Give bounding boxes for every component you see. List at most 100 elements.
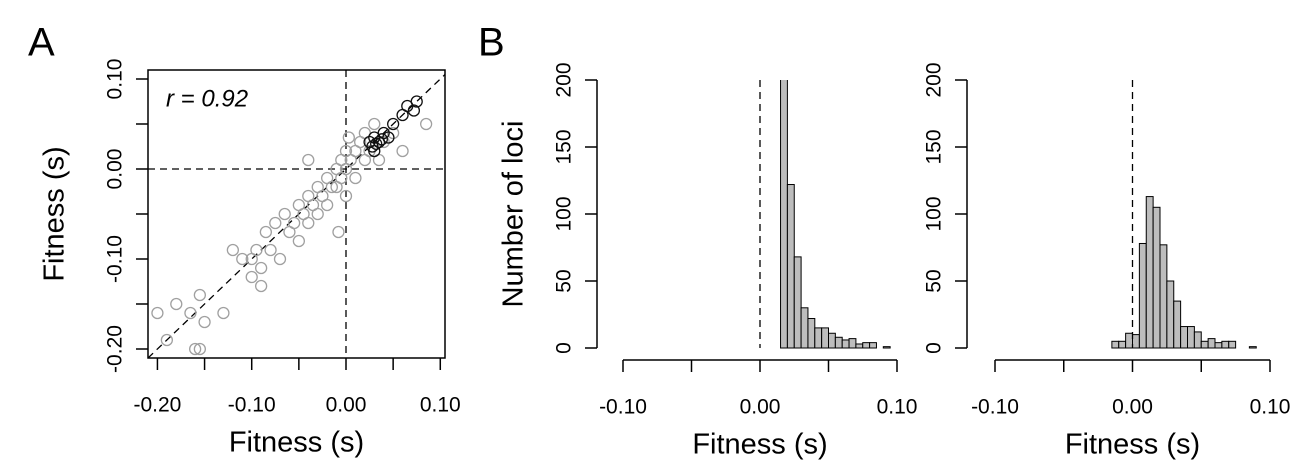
point [254, 261, 268, 275]
bar [1125, 332, 1133, 349]
y-tick-label: 100 [553, 196, 576, 231]
plot-area [148, 70, 445, 359]
bar [1248, 346, 1257, 349]
panel-label: B [478, 21, 505, 65]
point [332, 225, 345, 239]
point [386, 117, 400, 131]
y-tick-label: 0 [553, 342, 576, 354]
bar [1166, 280, 1175, 349]
bar [807, 318, 816, 349]
point [184, 306, 197, 320]
bar [1180, 326, 1188, 349]
y-tick-label: 50 [553, 269, 576, 292]
bar [786, 184, 795, 349]
panel: -0.10 0.00 0.10 Fitness (s) 0 50 100 150 200 [923, 62, 1291, 460]
bar [1173, 300, 1182, 349]
y-axis-label: Number of loci [498, 121, 530, 308]
x-tick-label: -0.10 [599, 396, 647, 419]
point [302, 216, 315, 230]
bar [1145, 196, 1154, 349]
x-tick-label: 0.10 [877, 396, 918, 419]
bar [814, 327, 823, 349]
point [386, 126, 400, 140]
point [236, 252, 249, 266]
x-tick-label: 0.10 [420, 394, 461, 417]
bar [1111, 340, 1120, 349]
point [339, 189, 353, 203]
y-tick-label: 150 [923, 129, 946, 164]
x-axis-label: Fitness (s) [1065, 429, 1200, 461]
point [302, 153, 315, 167]
x-tick-label: -0.20 [133, 394, 181, 417]
bar [1200, 340, 1209, 349]
x-axis-label: Fitness (s) [692, 429, 827, 461]
bar [1187, 326, 1195, 349]
point [245, 270, 258, 284]
bar [800, 307, 809, 349]
annotation: r = 0.92 [166, 85, 248, 112]
y-tick-label: 200 [553, 62, 576, 97]
point [264, 243, 277, 257]
point [217, 306, 230, 320]
bar [869, 342, 877, 349]
bar [1193, 331, 1202, 349]
bar [848, 338, 857, 349]
point [368, 144, 381, 158]
bar [821, 327, 830, 349]
y-tick-label: 150 [553, 129, 576, 164]
point [377, 126, 390, 140]
point [349, 171, 362, 185]
point [226, 243, 240, 257]
point [325, 180, 339, 194]
y-tick-label: -0.10 [104, 235, 127, 283]
point [170, 297, 183, 311]
bar [1207, 338, 1216, 349]
bar [1132, 334, 1140, 349]
point [259, 225, 273, 239]
y-axis-label: Fitness (s) [39, 146, 71, 281]
point [410, 95, 423, 108]
identity-line [148, 74, 445, 359]
point [287, 216, 301, 230]
x-tick-label: 0.00 [740, 396, 781, 419]
x-tick-label: 0.00 [1112, 396, 1153, 419]
bar [793, 256, 802, 349]
point [382, 131, 395, 144]
x-tick-label: -0.10 [971, 396, 1019, 419]
point [278, 207, 291, 221]
bar [1221, 340, 1230, 349]
bar [882, 346, 891, 349]
bar [1118, 340, 1127, 349]
point [188, 342, 202, 356]
bar [1159, 244, 1168, 349]
panel-label: A [28, 21, 55, 65]
point [342, 131, 355, 144]
point [269, 216, 282, 230]
x-axis-label: Fitness (s) [229, 427, 364, 459]
y-tick-label: 0.10 [104, 59, 127, 100]
x-tick-label: -0.10 [228, 394, 276, 417]
bar [834, 336, 843, 349]
point [151, 306, 164, 320]
point [193, 342, 207, 356]
point [250, 243, 263, 257]
y-tick-label: 200 [923, 62, 946, 97]
point [273, 252, 287, 266]
point [193, 288, 207, 302]
plot-area [1111, 80, 1257, 349]
y-tick-label: 0.00 [104, 149, 127, 190]
x-tick-label: 0.10 [1250, 396, 1291, 419]
bar [862, 342, 871, 349]
point [160, 333, 174, 347]
bar [841, 339, 850, 349]
bar [1214, 342, 1223, 349]
point [419, 117, 433, 131]
bar [1138, 242, 1147, 349]
y-tick-label: -0.20 [104, 325, 127, 373]
bar [780, 80, 788, 349]
point [375, 133, 388, 146]
y-tick-label: 50 [923, 269, 946, 292]
panel: B -0.10 0.00 0.10 Fitness (s) 0 50 100 150 200 Num… [478, 21, 918, 461]
point [292, 234, 306, 248]
